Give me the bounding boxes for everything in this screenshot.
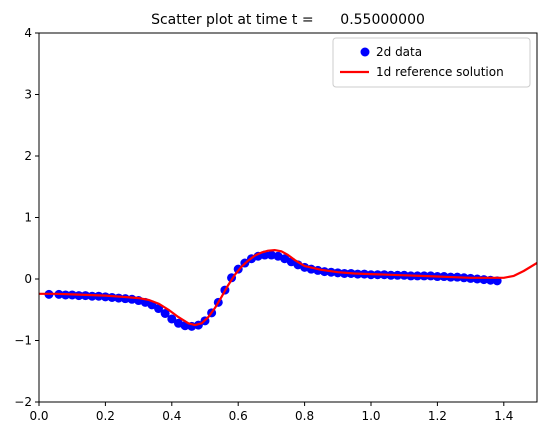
reference-line [39, 249, 537, 327]
axes-frame [38, 32, 538, 403]
scatter-point [167, 314, 177, 324]
y-tick-label: 3 [24, 88, 32, 102]
plot-area [39, 249, 537, 331]
legend: 2d data 1d reference solution [332, 37, 531, 88]
scatter-point [160, 308, 170, 318]
x-tick-label: 1.2 [428, 409, 447, 423]
y-tick-label: 4 [24, 26, 32, 40]
legend-label-2d-data: 2d data [376, 45, 422, 59]
scatter-series-2d-data [44, 250, 502, 331]
y-tick-label: 2 [24, 149, 32, 163]
y-tick-label: −2 [14, 395, 32, 409]
x-tick-label: 1.4 [494, 409, 513, 423]
x-tick-label: 0.0 [29, 409, 48, 423]
x-tick-label: 0.2 [96, 409, 115, 423]
chart-title: Scatter plot at time t = 0.55000000 [151, 12, 425, 28]
x-tick-label: 0.6 [229, 409, 248, 423]
scatter-point [266, 250, 276, 260]
line-series-1d-reference [39, 249, 537, 327]
legend-marker-2d-data [360, 47, 370, 57]
legend-box [332, 37, 531, 88]
x-tick-label: 0.8 [295, 409, 314, 423]
x-axis: 0.0 0.2 0.4 0.6 0.8 1.0 1.2 1.4 [29, 402, 513, 423]
x-tick-label: 1.0 [361, 409, 380, 423]
y-tick-label: 0 [24, 272, 32, 286]
x-tick-label: 0.4 [162, 409, 181, 423]
legend-label-1d-reference: 1d reference solution [376, 65, 504, 79]
y-tick-label: −1 [14, 334, 32, 348]
y-tick-label: 1 [24, 211, 32, 225]
y-axis: −2 −1 0 1 2 3 4 [14, 26, 39, 409]
